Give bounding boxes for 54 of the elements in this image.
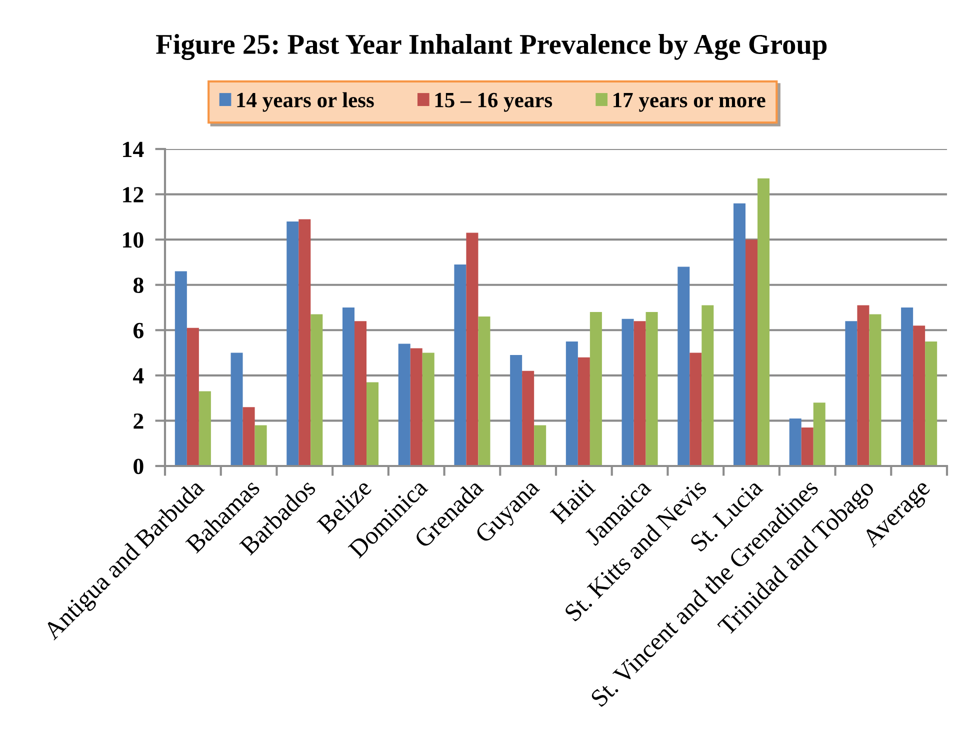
bar (733, 203, 746, 466)
bar (646, 312, 658, 466)
bar (745, 240, 758, 466)
y-tick-label: 12 (123, 187, 144, 202)
bar (454, 264, 466, 466)
bar (590, 312, 602, 466)
bar (913, 326, 926, 466)
bar (522, 370, 534, 466)
bar (466, 232, 478, 466)
bar (410, 348, 422, 466)
bar (801, 428, 814, 466)
bar (845, 321, 858, 466)
bar (398, 344, 410, 466)
bar (758, 178, 770, 466)
bar (789, 418, 802, 466)
bar (510, 355, 522, 466)
bar (366, 382, 379, 466)
bar (622, 318, 634, 466)
bar (298, 219, 311, 466)
bar (310, 314, 323, 466)
bar (422, 352, 434, 466)
bar (857, 305, 870, 466)
bar (678, 266, 690, 466)
y-tick-label: 10 (123, 232, 144, 248)
bar (702, 305, 714, 466)
bar (230, 352, 243, 466)
bar (342, 308, 354, 466)
y-tick-label: 6 (133, 322, 144, 338)
y-tick-label: 4 (133, 368, 144, 384)
bar (286, 221, 299, 466)
bar (534, 425, 546, 466)
bar (869, 314, 882, 466)
bar (690, 352, 702, 466)
bar (925, 341, 938, 466)
bar (813, 402, 826, 466)
bar (566, 341, 578, 466)
legend-label: 14 years or less (237, 92, 374, 112)
bar (186, 328, 199, 466)
y-tick-label: 0 (134, 458, 144, 474)
y-tick-label: 8 (133, 278, 144, 294)
bar (174, 271, 187, 466)
legend-label: 15 – 16 years (435, 92, 552, 112)
legend-label: 17 years or more (614, 92, 766, 112)
bar (354, 321, 367, 466)
bar (242, 407, 255, 466)
y-tick-label: 2 (134, 413, 144, 429)
bar (634, 321, 646, 466)
bar (198, 391, 211, 466)
bar (901, 308, 914, 466)
y-tick-label: 14 (123, 142, 144, 157)
bar (478, 316, 490, 466)
bar (578, 357, 590, 466)
chart-title: Figure 25: Past Year Inhalant Prevalence by Age Group (156, 34, 827, 60)
bar (254, 425, 267, 466)
